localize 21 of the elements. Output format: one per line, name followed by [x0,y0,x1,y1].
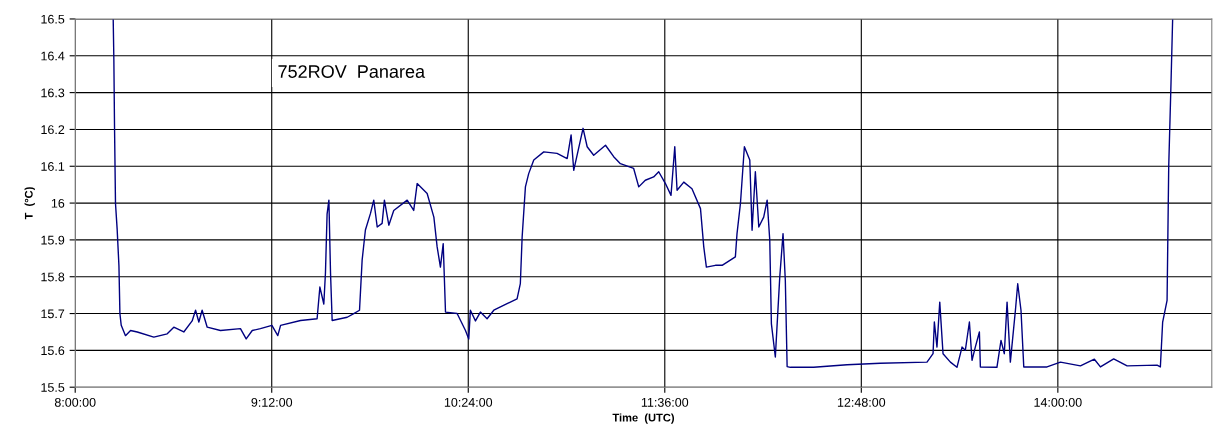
y-tick-label: 16.3 [41,88,65,98]
x-tick-label: 10:24:00 [444,397,493,407]
y-tick-label: 15.8 [41,272,65,282]
y-tick-label: 16.5 [41,14,65,24]
line-series [112,18,1174,369]
y-axis-title: T (°C) [24,187,35,220]
y-tick-label: 15.5 [41,383,65,392]
y-tick-label: 16.1 [41,162,65,171]
y-tick-label: 16.2 [41,125,65,135]
y-tick-label: 16 [51,198,65,208]
x-tick-label: 9:12:00 [251,397,293,407]
x-tick-label: 11:36:00 [641,397,689,407]
x-tick-label: 8:00:00 [54,397,96,407]
y-tick-label: 15.9 [41,235,65,245]
x-tick-label: 12:48:00 [837,397,886,407]
x-tick-label: 14:00:00 [1034,397,1082,407]
x-axis-title: Time (UTC) [612,413,675,424]
annotation: 752ROV Panarea [278,65,426,78]
y-tick-label: 15.7 [41,309,65,319]
y-tick-label: 15.6 [41,346,65,356]
y-tick-label: 16.4 [41,51,65,61]
